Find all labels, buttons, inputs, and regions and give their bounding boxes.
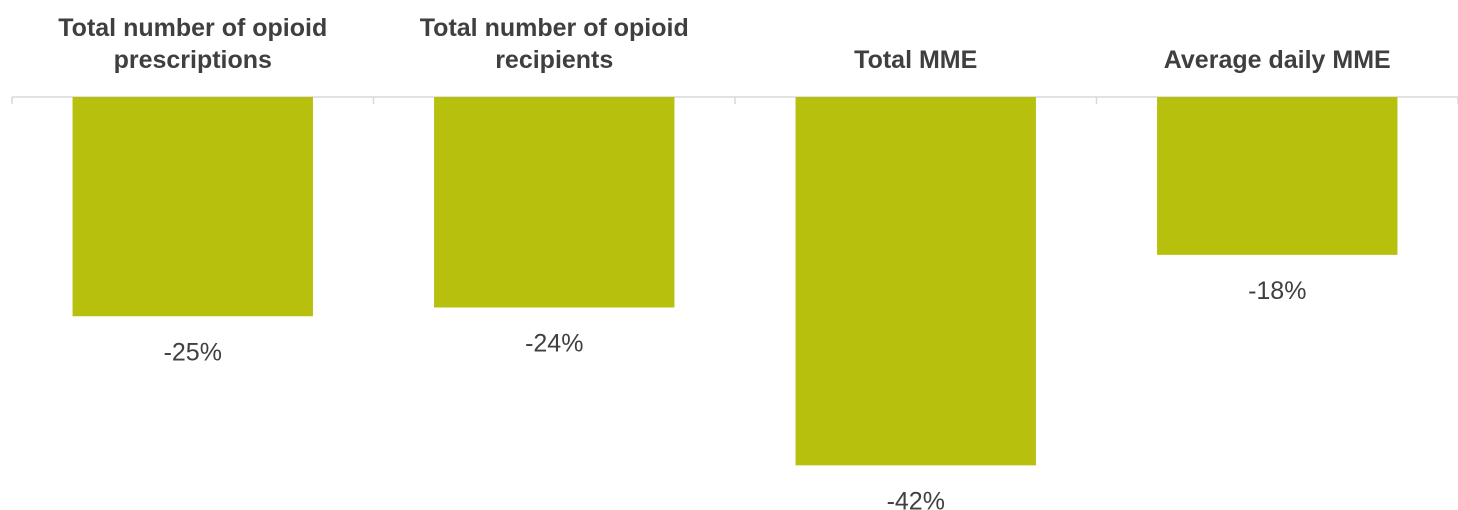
category-labels: Total number of opioid prescriptions Total… xyxy=(58,14,1390,74)
data-label: -25% xyxy=(164,338,222,366)
category-label: Total MME xyxy=(854,46,977,74)
category-label: Total number of opioid xyxy=(420,14,689,42)
bar xyxy=(434,97,675,308)
data-labels: -25% -24% -42% -18% xyxy=(164,277,1307,510)
category-label: Total number of opioid xyxy=(58,14,327,42)
data-label: -42% xyxy=(887,487,945,510)
category-label: recipients xyxy=(495,46,613,74)
bars xyxy=(72,97,1398,466)
bar xyxy=(1157,97,1398,255)
bar xyxy=(795,97,1036,466)
data-label: -24% xyxy=(525,329,583,357)
category-label: Average daily MME xyxy=(1164,46,1391,74)
bar xyxy=(72,97,313,317)
category-label: prescriptions xyxy=(114,46,272,74)
data-label: -18% xyxy=(1248,277,1306,305)
